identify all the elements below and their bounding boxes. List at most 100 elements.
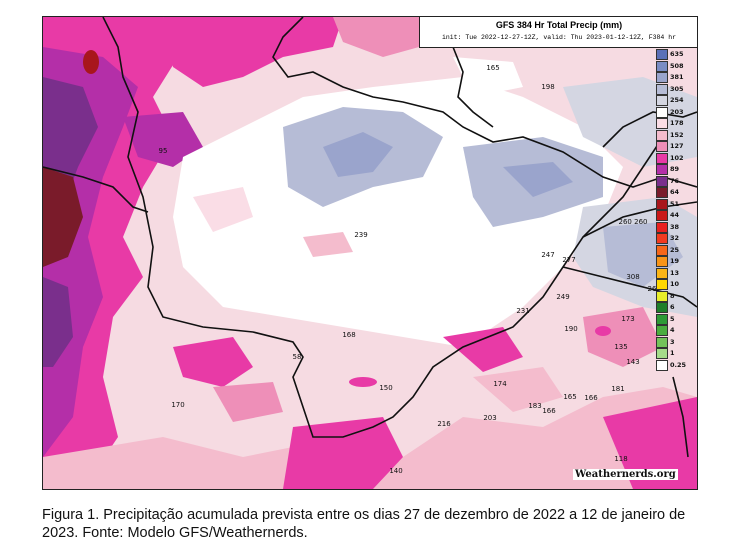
precip-value-label: 166 bbox=[542, 407, 556, 415]
legend-label: 254 bbox=[670, 96, 684, 104]
legend-label: 51 bbox=[670, 199, 680, 208]
legend-label: 178 bbox=[670, 119, 684, 127]
legend-entry: 152 bbox=[655, 129, 695, 142]
legend-entry: 102 bbox=[655, 152, 695, 165]
legend-swatch bbox=[656, 290, 668, 302]
legend-entry: 305 bbox=[655, 83, 695, 96]
legend-entry: 89 bbox=[655, 164, 695, 176]
legend-label: 64 bbox=[670, 188, 680, 196]
legend-label: 152 bbox=[670, 130, 684, 139]
precip-value-label: 216 bbox=[437, 420, 451, 428]
legend-label: 508 bbox=[670, 61, 684, 70]
legend-label: 1 bbox=[670, 349, 675, 357]
precipitation-map: GFS 384 Hr Total Precip (mm) init: Tue 2… bbox=[42, 16, 698, 490]
legend-swatch bbox=[656, 198, 668, 210]
map-subtitle: init: Tue 2022-12-27-12Z, valid: Thu 202… bbox=[441, 34, 677, 41]
legend-entry: 4 bbox=[655, 325, 695, 337]
precip-value-label: 190 bbox=[564, 325, 578, 333]
precip-value-label: 135 bbox=[614, 343, 628, 351]
precip-value-label: 231 bbox=[516, 307, 530, 315]
legend-swatch bbox=[656, 141, 668, 152]
legend-label: 305 bbox=[670, 84, 684, 93]
legend-entry: 254 bbox=[655, 95, 695, 107]
legend-label: 5 bbox=[670, 314, 675, 323]
legend-swatch bbox=[656, 233, 668, 244]
legend-entry: 203 bbox=[655, 106, 695, 119]
figure-caption: Figura 1. Precipitação acumulada previst… bbox=[42, 507, 686, 541]
legend-swatch bbox=[656, 95, 668, 106]
precip-value-label: 140 bbox=[389, 467, 403, 475]
legend-entry: 508 bbox=[655, 60, 695, 73]
legend-label: 4 bbox=[670, 326, 675, 334]
legend-swatch bbox=[656, 302, 668, 313]
legend-entry: 25 bbox=[655, 244, 695, 257]
precip-value-label: 249 bbox=[556, 293, 570, 301]
precip-value-label: 247 bbox=[541, 251, 555, 259]
legend-swatch bbox=[656, 210, 668, 221]
legend-label: 8 bbox=[670, 291, 675, 300]
legend-swatch bbox=[656, 267, 668, 279]
precip-value-label: 58 bbox=[292, 353, 302, 361]
precip-value-label: 173 bbox=[621, 315, 635, 323]
legend-swatch bbox=[656, 336, 668, 348]
precip-value-label: 165 bbox=[486, 64, 500, 72]
legend-swatch bbox=[656, 313, 668, 325]
precip-value-label: 168 bbox=[342, 331, 356, 339]
legend-swatch bbox=[656, 221, 668, 233]
precip-value-label: 308 bbox=[626, 273, 640, 281]
legend-swatch bbox=[656, 83, 668, 95]
legend-label: 32 bbox=[670, 234, 680, 242]
legend-label: 44 bbox=[670, 211, 680, 219]
precip-value-label: 165 bbox=[563, 393, 577, 401]
legend-label: 0.25 bbox=[670, 360, 687, 369]
precip-value-label: 95 bbox=[158, 147, 168, 155]
legend-swatch bbox=[656, 325, 668, 336]
legend-label: 13 bbox=[670, 268, 680, 277]
legend-swatch bbox=[656, 164, 668, 175]
precip-value-label: 239 bbox=[354, 231, 368, 239]
legend-entry: 19 bbox=[655, 256, 695, 268]
legend-entry: 6 bbox=[655, 302, 695, 314]
legend-swatch bbox=[656, 348, 668, 359]
legend-swatch bbox=[656, 152, 668, 164]
legend-entry: 10 bbox=[655, 279, 695, 291]
legend-entry: 64 bbox=[655, 187, 695, 199]
legend-entry: 381 bbox=[655, 72, 695, 84]
legend-entry: 127 bbox=[655, 141, 695, 153]
legend-label: 381 bbox=[670, 73, 684, 81]
legend-swatch bbox=[656, 256, 668, 267]
legend-label: 89 bbox=[670, 165, 680, 173]
legend-swatch bbox=[656, 244, 668, 256]
legend-entry: 0.25 bbox=[655, 359, 695, 372]
legend-entry: 32 bbox=[655, 233, 695, 245]
legend-swatch bbox=[656, 72, 668, 83]
precip-value-label: 260 260 bbox=[618, 218, 648, 226]
legend-entry: 38 bbox=[655, 221, 695, 234]
legend-label: 10 bbox=[670, 280, 680, 288]
precip-value-label: 198 bbox=[541, 83, 555, 91]
legend-swatch bbox=[656, 129, 668, 141]
precip-value-label: 181 bbox=[611, 385, 625, 393]
legend-entry: 1 bbox=[655, 348, 695, 360]
legend-entry: 76 bbox=[655, 175, 695, 188]
legend-entry: 3 bbox=[655, 336, 695, 349]
legend-label: 38 bbox=[670, 222, 680, 231]
precip-value-label: 174 bbox=[493, 380, 507, 388]
legend-label: 76 bbox=[670, 176, 680, 185]
legend-label: 6 bbox=[670, 303, 675, 311]
legend-label: 19 bbox=[670, 257, 680, 265]
map-title: GFS 384 Hr Total Precip (mm) bbox=[495, 20, 623, 30]
legend-entry: 13 bbox=[655, 267, 695, 280]
precip-value-label: 277 bbox=[562, 256, 576, 264]
precip-value-label: 166 bbox=[584, 394, 598, 402]
precip-value-label: 203 bbox=[483, 414, 497, 422]
legend-label: 635 bbox=[670, 50, 684, 58]
legend-swatch bbox=[656, 106, 668, 118]
legend-swatch bbox=[656, 279, 668, 290]
color-legend: 635 508 381 305 254 203 178 152 127 102 89 76 64 51 44… bbox=[655, 49, 695, 373]
legend-label: 127 bbox=[670, 142, 684, 150]
map-title-box: GFS 384 Hr Total Precip (mm) init: Tue 2… bbox=[419, 17, 697, 48]
legend-entry: 51 bbox=[655, 198, 695, 211]
precip-value-label: 150 bbox=[379, 384, 393, 392]
legend-swatch bbox=[656, 49, 668, 60]
